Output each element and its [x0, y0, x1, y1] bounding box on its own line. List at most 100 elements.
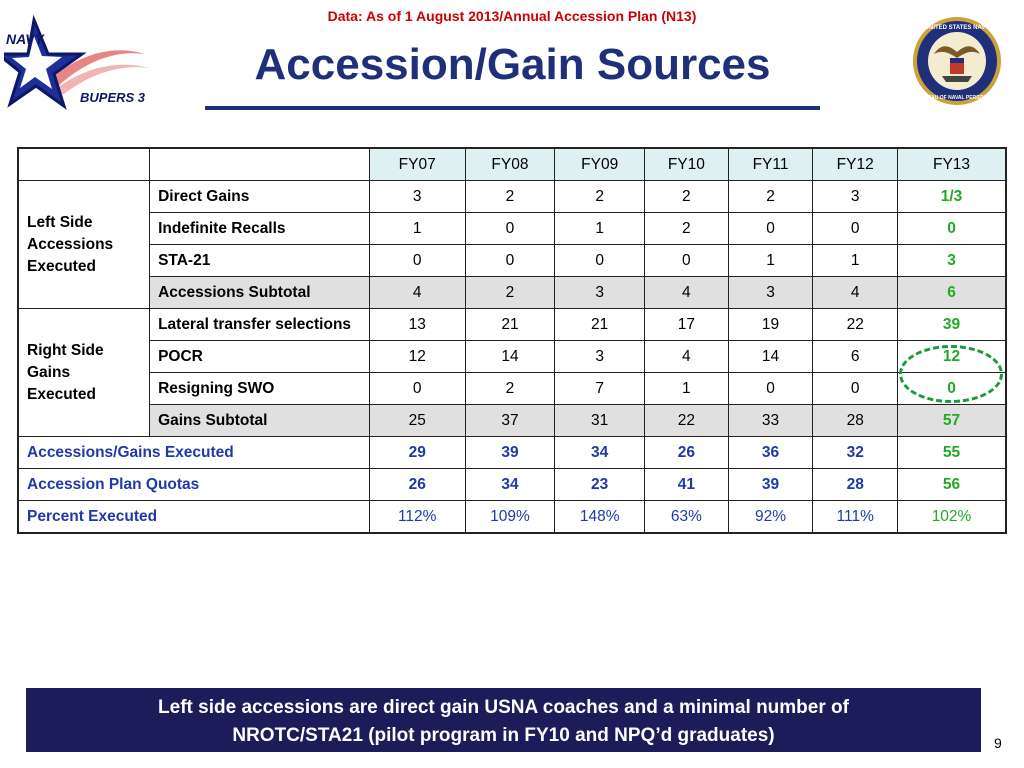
table-cell: 0: [644, 244, 729, 277]
table-cell: 26: [368, 468, 466, 501]
table-cell-fy13: 3: [897, 244, 1007, 277]
table-cell: 14: [727, 340, 814, 373]
table-cell-fy13: 1/3: [897, 180, 1007, 213]
table-cell: 22: [644, 404, 729, 437]
table-cell-fy13: 57: [897, 404, 1007, 437]
table-cell: 23: [554, 468, 646, 501]
table-cell: 4: [368, 276, 466, 309]
table-row: POCR 12 14 3 4 14 6 12: [18, 340, 1007, 373]
table-cell: 0: [464, 244, 556, 277]
header-blank-cell: [17, 147, 151, 181]
row-label: POCR: [149, 340, 370, 373]
navy-logo-text: NAVY: [6, 31, 46, 47]
table-cell-fy13: 39: [897, 308, 1007, 341]
table-cell: 32: [812, 436, 899, 469]
column-header-fy12: FY12: [812, 147, 899, 181]
table-cell: 26: [644, 436, 729, 469]
table-row: STA-21 0 0 0 0 1 1 3: [18, 244, 1007, 277]
page-title: Accession/Gain Sources: [254, 40, 771, 89]
footer-note-line: Left side accessions are direct gain USN…: [158, 697, 849, 718]
table-cell: 112%: [368, 500, 466, 534]
row-label: Gains Subtotal: [149, 404, 370, 437]
table-cell: 17: [644, 308, 729, 341]
table-cell: 31: [554, 404, 646, 437]
swoosh-icon: [52, 64, 149, 94]
table-cell-fy13: 55: [897, 436, 1007, 469]
table-cell: 25: [368, 404, 466, 437]
summary-label: Accessions/Gains Executed: [17, 436, 370, 469]
table-cell: 13: [368, 308, 466, 341]
group-label-left-side: Left Side Accessions Executed: [17, 180, 151, 309]
table-cell: 33: [727, 404, 814, 437]
table-cell: 0: [812, 372, 899, 405]
table-cell: 0: [554, 244, 646, 277]
table-row: Right Side Gains Executed Lateral transf…: [17, 308, 1007, 437]
table-cell: 2: [644, 180, 729, 213]
eagle-icon: [934, 46, 980, 58]
table-cell: 2: [464, 180, 556, 213]
header-blank-cell: [149, 147, 370, 181]
table-cell: 21: [464, 308, 556, 341]
table-header-row: FY07 FY08 FY09 FY10 FY11 FY12 FY13: [17, 147, 1007, 181]
row-label: Accessions Subtotal: [149, 276, 370, 309]
subtotal-row: Accessions Subtotal 4 2 3 4 3 4 6: [18, 276, 1007, 309]
table-cell: 41: [644, 468, 729, 501]
table-cell: 3: [727, 276, 814, 309]
table-cell: 39: [727, 468, 814, 501]
table-cell-fy13: 102%: [897, 500, 1007, 534]
page-number: 9: [994, 735, 1002, 751]
column-header-fy07: FY07: [368, 147, 466, 181]
table-cell: 4: [644, 340, 729, 373]
table-row: Left Side Accessions Executed Direct Gai…: [17, 180, 1007, 309]
summary-row: Accessions/Gains Executed 29 39 34 26 36…: [17, 436, 1007, 469]
table-cell: 1: [727, 244, 814, 277]
column-header-fy13: FY13: [897, 147, 1007, 181]
table-cell: 29: [368, 436, 466, 469]
table-cell: 3: [554, 276, 646, 309]
column-header-fy08: FY08: [464, 147, 556, 181]
table-cell: 3: [554, 340, 646, 373]
table-cell-fy13: 0: [897, 212, 1007, 245]
table-cell: 0: [368, 372, 466, 405]
table-cell: 148%: [554, 500, 646, 534]
table-cell: 2: [727, 180, 814, 213]
svg-text:UNITED STATES NAVY: UNITED STATES NAVY: [925, 25, 990, 31]
accession-gain-table: FY07 FY08 FY09 FY10 FY11 FY12 FY13 Left …: [17, 147, 1007, 534]
table-cell: 37: [464, 404, 556, 437]
title-underline: [205, 106, 820, 110]
table-cell: 34: [464, 468, 556, 501]
table-cell: 3: [368, 180, 466, 213]
svg-text:BUREAU OF NAVAL PERSONNEL: BUREAU OF NAVAL PERSONNEL: [917, 95, 997, 101]
row-label: Resigning SWO: [149, 372, 370, 405]
navy-bupers-logo: NAVY BUPERS 3: [4, 14, 149, 110]
table-row: Indefinite Recalls 1 0 1 2 0 0 0: [18, 212, 1007, 245]
table-cell: 34: [554, 436, 646, 469]
table-cell: 1: [644, 372, 729, 405]
table-cell: 2: [464, 276, 556, 309]
table-cell: 109%: [464, 500, 556, 534]
bureau-naval-personnel-seal: UNITED STATES NAVY BUREAU OF NAVAL PERSO…: [913, 17, 1001, 105]
table-cell: 0: [727, 212, 814, 245]
footer-note-line: NROTC/STA21 (pilot program in FY10 and N…: [232, 725, 775, 746]
table-row: Resigning SWO 0 2 7 1 0 0 0: [18, 372, 1007, 405]
table-cell: 7: [554, 372, 646, 405]
table-cell: 1: [368, 212, 466, 245]
table-cell: 28: [812, 404, 899, 437]
summary-row: Accession Plan Quotas 26 34 23 41 39 28 …: [17, 468, 1007, 501]
table-cell: 0: [464, 212, 556, 245]
table-cell: 4: [644, 276, 729, 309]
column-header-fy11: FY11: [727, 147, 814, 181]
table-cell: 0: [368, 244, 466, 277]
table-cell: 1: [812, 244, 899, 277]
summary-row: Percent Executed 112% 109% 148% 63% 92% …: [17, 500, 1007, 534]
table-cell: 111%: [812, 500, 899, 534]
row-label: STA-21: [149, 244, 370, 277]
column-header-fy09: FY09: [554, 147, 646, 181]
table-cell: 6: [812, 340, 899, 373]
table-cell: 2: [644, 212, 729, 245]
table-cell: 3: [812, 180, 899, 213]
table-cell: 63%: [644, 500, 729, 534]
table-cell: 39: [464, 436, 556, 469]
summary-label: Percent Executed: [17, 500, 370, 534]
highlight-dashed-circle: [899, 345, 1003, 403]
